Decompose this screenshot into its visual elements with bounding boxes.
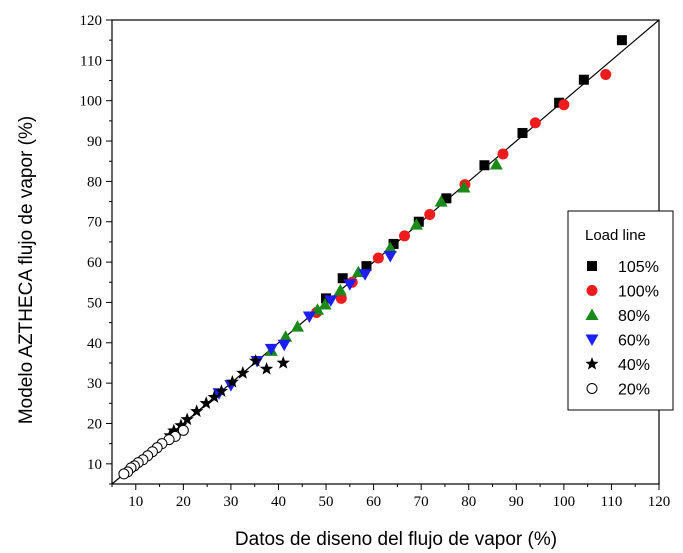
data-point (199, 396, 213, 409)
data-point (174, 418, 188, 432)
legend-label: 60% (618, 333, 650, 350)
data-point (361, 261, 372, 272)
legend-label: 100% (618, 284, 659, 301)
y-tick-label: 50 (87, 295, 102, 311)
data-point (558, 99, 570, 111)
y-tick-label: 10 (87, 457, 102, 473)
y-tick-label: 110 (80, 53, 102, 69)
data-point (399, 230, 411, 242)
data-point (517, 127, 528, 138)
y-tick-label: 100 (80, 94, 103, 110)
data-point (616, 35, 627, 46)
legend-label: 20% (618, 382, 650, 399)
data-point (479, 160, 490, 171)
y-tick-label: 60 (87, 255, 102, 271)
axes-layer: 10 20 30 40 50 60 70 80 90 100 110 120 10 20 30 40 50 60 7… (80, 13, 671, 510)
legend-label: 80% (618, 308, 650, 325)
data-point (600, 68, 612, 80)
data-point (279, 330, 293, 342)
legend-marker (585, 357, 599, 370)
x-tick-label: 20 (176, 494, 191, 510)
legend-items: 105% 100% 80% 60% 40% 20% (585, 259, 659, 399)
data-point (383, 251, 397, 263)
data-point (333, 283, 347, 296)
x-tick-label: 50 (319, 494, 334, 510)
legend-marker (585, 334, 599, 346)
legend-title: Load line (585, 227, 646, 244)
legend-label: 40% (618, 357, 650, 374)
data-point (207, 390, 221, 403)
data-point (413, 216, 424, 227)
data-point (225, 374, 239, 388)
legend-box (567, 210, 674, 411)
data-point (388, 238, 399, 249)
data-point (489, 157, 503, 170)
data-point (457, 180, 471, 193)
x-tick-label: 30 (223, 494, 238, 510)
x-tick-label: 120 (648, 494, 671, 510)
data-point (291, 320, 305, 332)
data-point (424, 208, 436, 220)
data-point (214, 384, 229, 397)
data-point (190, 404, 204, 418)
data-point (434, 195, 448, 207)
series-40-pct (163, 353, 290, 442)
legend-label: 105% (618, 259, 659, 276)
data-point (248, 353, 263, 367)
legend: Load line 105% 100% 80% 60% 40% 20% (567, 210, 674, 411)
legend-marker (586, 383, 598, 394)
data-point (578, 74, 589, 85)
data-point (343, 279, 357, 291)
x-tick-label: 60 (366, 494, 381, 510)
y-tick-label: 120 (80, 13, 103, 29)
x-tick-label: 10 (128, 494, 143, 510)
data-point (337, 273, 348, 284)
series-100-pct (311, 68, 612, 319)
legend-marker (585, 308, 599, 320)
data-point (335, 292, 347, 304)
data-point (441, 193, 452, 204)
x-tick-label: 40 (271, 494, 286, 510)
data-point (302, 311, 316, 324)
data-point (236, 366, 250, 379)
x-tick-label: 100 (553, 494, 576, 510)
y-tick-label: 40 (87, 336, 102, 352)
data-point (383, 241, 397, 253)
data-point (177, 424, 189, 436)
y-tick-label: 70 (87, 215, 102, 231)
series-20-pct (118, 424, 189, 480)
x-axis-label: Datos de diseno del flujo de vapor (%) (235, 529, 557, 550)
x-tick-label: 80 (461, 494, 476, 510)
data-point (259, 362, 274, 375)
y-tick-label: 90 (87, 134, 102, 150)
y-tick-label: 20 (87, 416, 102, 432)
data-points-layer (118, 35, 627, 480)
x-tick-label: 70 (414, 494, 429, 510)
series-80-pct (264, 157, 503, 356)
legend-marker (586, 285, 598, 296)
data-point (180, 412, 194, 426)
x-tick-label: 110 (600, 494, 622, 510)
legend-marker (587, 261, 597, 271)
x-tick-label: 90 (509, 494, 524, 510)
y-axis-label: Modelo AZTHECA flujo de vapor (%) (16, 116, 37, 424)
data-point (318, 297, 332, 310)
data-point (409, 218, 423, 230)
data-point (277, 339, 291, 352)
data-point (372, 252, 384, 264)
data-point (118, 468, 130, 480)
data-point (167, 423, 181, 437)
data-point (276, 355, 290, 369)
y-tick-label: 80 (87, 174, 102, 190)
data-point (324, 295, 338, 307)
data-point (497, 148, 509, 160)
data-point (264, 343, 278, 356)
data-point (358, 269, 372, 281)
data-point (529, 117, 541, 129)
y-tick-label: 30 (87, 376, 102, 392)
